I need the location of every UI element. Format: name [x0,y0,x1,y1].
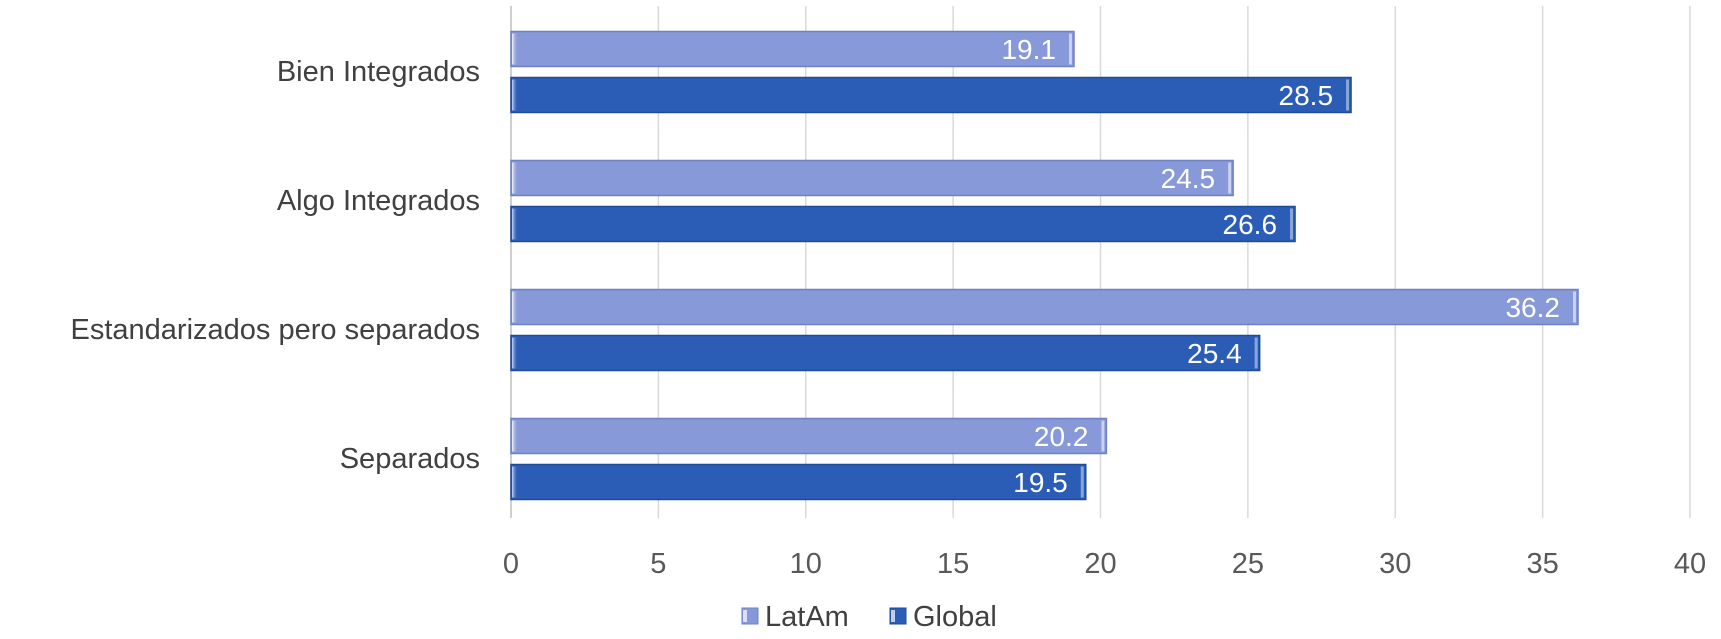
bar-global-bien-integrados [510,76,1352,114]
x-tick-label-40: 40 [1674,548,1706,580]
x-tick-label-10: 10 [790,548,822,580]
bar-cap-left-global-bien-integrados [512,79,518,111]
bar-cap-left-latam-separados [512,420,518,452]
value-label-latam-separados: 20.2 [1034,421,1089,452]
legend-item-latam: LatAm [741,601,849,633]
category-label-bien-integrados: Bien Integrados [277,56,480,88]
category-label-algo-integrados: Algo Integrados [277,185,480,217]
x-tick-label-25: 25 [1232,548,1264,580]
bar-cap-left-global-estandarizados-pero-separados [512,337,518,369]
bar-cap-right-global-bien-integrados [1346,79,1350,111]
bars [510,30,1579,501]
value-label-global-algo-integrados: 26.6 [1223,209,1278,240]
x-tick-label-5: 5 [650,548,666,580]
legend: LatAm Global [741,601,997,633]
bar-latam-separados [510,417,1108,455]
bar-cap-right-global-estandarizados-pero-separados [1254,337,1258,369]
value-label-latam-estandarizados-pero-separados: 36.2 [1505,292,1560,323]
bar-cap-right-global-algo-integrados [1290,208,1294,240]
category-label-separados: Separados [340,443,480,475]
bar-cap-left-global-separados [512,466,518,498]
x-tick-label-0: 0 [503,548,519,580]
bar-global-estandarizados-pero-separados [510,334,1261,372]
bar-cap-left-latam-estandarizados-pero-separados [512,291,518,323]
x-tick-label-35: 35 [1526,548,1558,580]
bar-latam-algo-integrados [510,159,1234,197]
legend-label-latam: LatAm [765,601,849,633]
bar-cap-left-latam-bien-integrados [512,33,518,65]
bar-cap-left-global-algo-integrados [512,208,518,240]
bar-latam-estandarizados-pero-separados [510,288,1579,326]
bar-latam-bien-integrados [510,30,1075,68]
x-tick-label-15: 15 [937,548,969,580]
bar-global-algo-integrados [510,205,1296,243]
value-label-global-separados: 19.5 [1013,467,1068,498]
bar-cap-right-latam-separados [1101,420,1105,452]
legend-swatch-highlight-global [891,610,895,622]
x-tick-label-30: 30 [1379,548,1411,580]
bar-cap-right-latam-algo-integrados [1228,162,1232,194]
bar-cap-right-latam-estandarizados-pero-separados [1572,291,1576,323]
legend-item-global: Global [889,601,997,633]
legend-swatch-highlight-latam [743,610,747,622]
legend-label-global: Global [913,601,997,633]
bar-cap-right-global-separados [1080,466,1084,498]
x-tick-label-20: 20 [1084,548,1116,580]
value-label-global-estandarizados-pero-separados: 25.4 [1187,338,1242,369]
value-label-global-bien-integrados: 28.5 [1279,80,1334,111]
value-label-latam-bien-integrados: 19.1 [1001,34,1056,65]
category-label-estandarizados-pero-separados: Estandarizados pero separados [71,314,480,346]
bar-global-separados [510,463,1087,501]
bar-cap-right-latam-bien-integrados [1068,33,1072,65]
bar-cap-left-latam-algo-integrados [512,162,518,194]
value-label-latam-algo-integrados: 24.5 [1161,163,1216,194]
labels: 0 5 10 15 20 25 30 35 40 Bien Integrados 19.1 28.5 A… [71,34,1707,580]
